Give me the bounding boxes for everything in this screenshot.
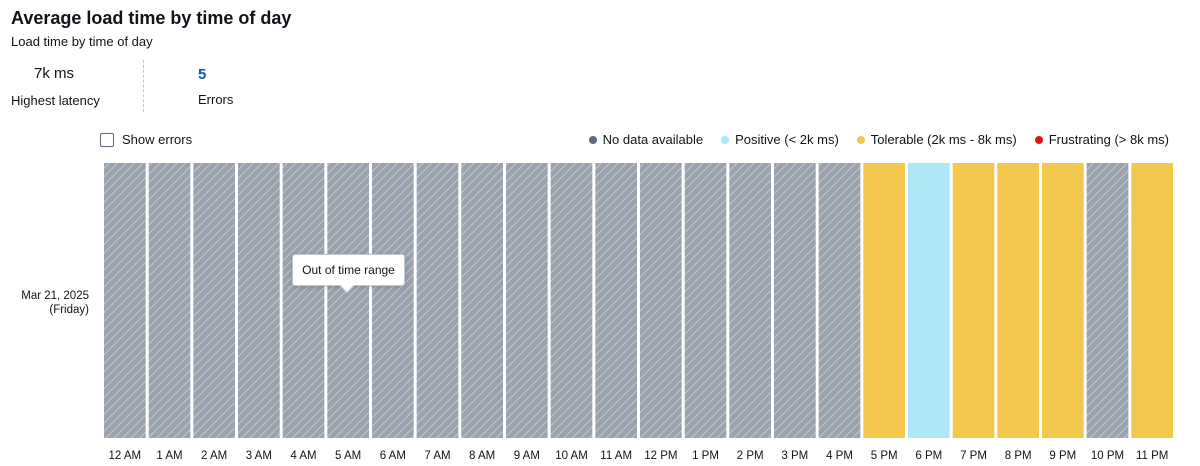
show-errors-checkbox[interactable] (100, 132, 114, 147)
x-tick-label: 10 AM (555, 450, 588, 462)
x-tick-label: 5 AM (335, 450, 361, 462)
heatmap-cell-1-am[interactable] (148, 163, 191, 438)
legend-label-frustrating: Frustrating (> 8k ms) (1048, 132, 1169, 147)
heatmap-cell-8-am[interactable] (461, 163, 503, 438)
heatmap-cell-10-pm[interactable] (1086, 163, 1129, 438)
x-tick-label: 12 PM (644, 450, 677, 462)
legend-dot-no-data (588, 135, 597, 144)
x-tick-label: 5 PM (871, 450, 898, 462)
legend: No data available Positive (< 2k ms) Tol… (571, 132, 1169, 147)
x-tick-label: 7 AM (424, 450, 450, 462)
x-tick-label: 11 PM (1136, 450, 1168, 462)
heatmap-cell-5-am[interactable] (327, 163, 369, 438)
heatmap-cell-10-am[interactable] (550, 163, 593, 438)
heatmap-cell-6-pm[interactable] (908, 163, 950, 438)
heatmap-cell-12-am[interactable] (104, 163, 146, 438)
x-tick-label: 4 PM (826, 450, 853, 462)
legend-label-no-data: No data available (602, 132, 704, 147)
x-tick-label: 6 PM (915, 450, 942, 462)
x-tick-label: 6 AM (380, 450, 406, 462)
legend-item-no-data: No data available (588, 132, 704, 147)
legend-label-positive: Positive (< 2k ms) (735, 132, 839, 147)
errors-label: Errors (198, 92, 234, 107)
heatmap-cell-7-pm[interactable] (952, 163, 995, 438)
x-tick-label: 9 PM (1049, 450, 1076, 462)
legend-item-frustrating: Frustrating (> 8k ms) (1034, 132, 1169, 147)
x-tick-label: 9 AM (514, 450, 540, 462)
x-tick-label: 8 AM (469, 450, 495, 462)
legend-label-tolerable: Tolerable (2k ms - 8k ms) (870, 132, 1017, 147)
heatmap-cell-4-am[interactable] (282, 163, 325, 438)
legend-dot-frustrating (1034, 135, 1043, 144)
heatmap-cell-6-am[interactable] (372, 163, 414, 438)
heatmap-cell-2-pm[interactable] (729, 163, 771, 438)
chart-subtitle: Load time by time of day (11, 34, 153, 49)
x-tick-label: 10 PM (1091, 450, 1124, 462)
heatmap-cell-9-pm[interactable] (1042, 163, 1084, 438)
x-tick-label: 11 AM (600, 450, 632, 462)
x-tick-label: 12 AM (109, 450, 142, 462)
x-tick-label: 3 PM (781, 450, 808, 462)
heatmap-cell-3-am[interactable] (238, 163, 280, 438)
x-tick-label: 3 AM (246, 450, 272, 462)
row-label-date: Mar 21, 2025 (21, 290, 89, 302)
heatmap-cell-11-am[interactable] (595, 163, 637, 438)
x-tick-label: 4 AM (290, 450, 316, 462)
x-tick-label: 2 PM (737, 450, 764, 462)
heatmap-cell-7-am[interactable] (416, 163, 459, 438)
legend-dot-positive (721, 135, 730, 144)
show-errors-label: Show errors (122, 132, 193, 147)
latency-value: 7k ms (34, 65, 75, 82)
x-tick-label: 1 AM (156, 450, 182, 462)
heatmap-cell-2-am[interactable] (193, 163, 235, 438)
show-errors-toggle[interactable]: Show errors (100, 132, 192, 147)
heatmap-cell-5-pm[interactable] (863, 163, 905, 438)
heatmap-cell-3-pm[interactable] (774, 163, 816, 438)
legend-dot-tolerable (856, 135, 865, 144)
metrics-divider (143, 60, 144, 112)
heatmap-cell-4-pm[interactable] (818, 163, 861, 438)
x-tick-label: 7 PM (960, 450, 987, 462)
legend-item-tolerable: Tolerable (2k ms - 8k ms) (856, 132, 1017, 147)
heatmap-cell-8-pm[interactable] (997, 163, 1039, 438)
legend-item-positive: Positive (< 2k ms) (721, 132, 839, 147)
errors-value[interactable]: 5 (198, 66, 207, 83)
x-tick-label: 8 PM (1005, 450, 1032, 462)
row-label-day: (Friday) (49, 304, 89, 316)
heatmap-cell-9-am[interactable] (506, 163, 548, 438)
heatmap-cell-11-pm[interactable] (1131, 163, 1173, 438)
heatmap-cell-12-pm[interactable] (640, 163, 682, 438)
tooltip-text: Out of time range (302, 263, 395, 277)
chart-title: Average load time by time of day (11, 8, 292, 28)
latency-label: Highest latency (11, 93, 100, 108)
x-tick-label: 2 AM (201, 450, 227, 462)
x-tick-label: 1 PM (692, 450, 719, 462)
row-label: Mar 21, 2025 (Friday) (0, 289, 89, 317)
heatmap-cell-1-pm[interactable] (684, 163, 727, 438)
